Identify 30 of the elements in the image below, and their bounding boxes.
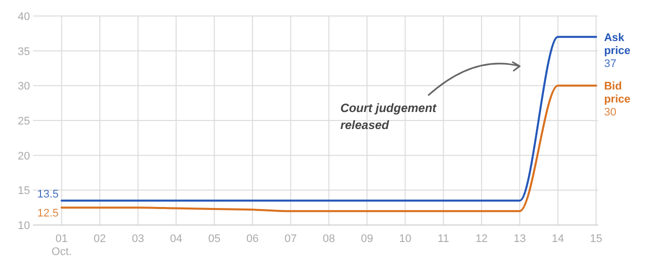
x-tick-label: 08 bbox=[322, 233, 335, 245]
data-label: 13.5 bbox=[37, 188, 59, 201]
x-tick-label: 15 bbox=[590, 233, 602, 245]
y-tick-label: 10 bbox=[18, 220, 30, 232]
x-tick-label: 01 Oct. bbox=[52, 233, 72, 258]
data-label: 12.5 bbox=[37, 208, 59, 220]
y-tick-label: 20 bbox=[18, 150, 30, 162]
annotation: Court judgement released bbox=[340, 101, 438, 132]
series-label: Ask price bbox=[604, 32, 630, 57]
series-label: Bid price bbox=[604, 80, 630, 106]
y-tick-label: 35 bbox=[18, 46, 30, 58]
x-tick-label: 13 bbox=[514, 233, 526, 245]
x-tick-label: 11 bbox=[438, 233, 450, 245]
x-tick-label: 02 bbox=[94, 233, 106, 245]
y-tick-label: 25 bbox=[18, 116, 30, 128]
x-tick-label: 05 bbox=[208, 233, 220, 245]
y-tick-label: 40 bbox=[18, 11, 30, 23]
x-tick-label: 07 bbox=[284, 233, 297, 245]
x-tick-label: 10 bbox=[399, 233, 412, 245]
line-series bbox=[60, 84, 598, 212]
data-label: 37 bbox=[604, 58, 616, 70]
x-tick-label: 04 bbox=[170, 233, 182, 245]
x-tick-label: 09 bbox=[360, 233, 374, 245]
y-tick-label: 15 bbox=[18, 185, 30, 198]
y-tick-label: 30 bbox=[18, 80, 30, 93]
x-tick-label: 03 bbox=[132, 233, 144, 245]
x-tick-label: 06 bbox=[246, 233, 259, 245]
data-label: 30 bbox=[604, 106, 616, 119]
x-tick-label: 12 bbox=[475, 233, 488, 245]
x-tick-label: 14 bbox=[552, 233, 564, 245]
